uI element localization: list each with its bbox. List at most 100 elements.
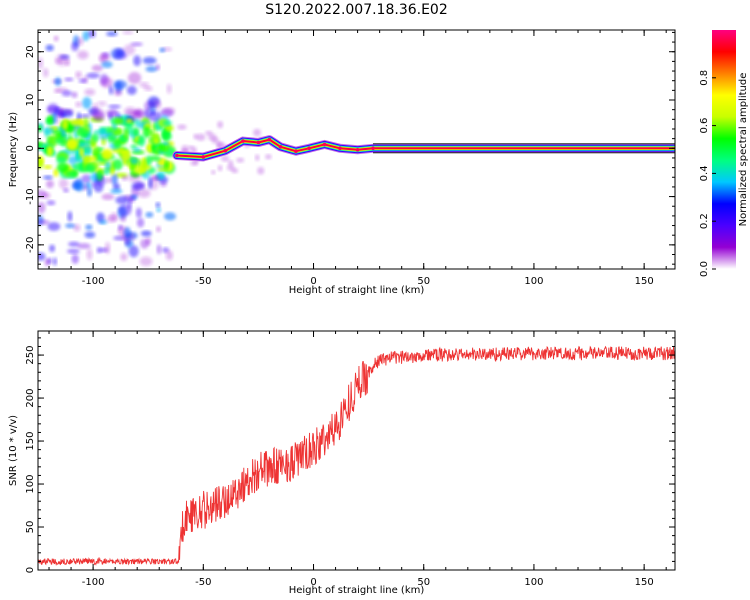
spectrogram-blob	[84, 88, 96, 96]
spectrogram-blob	[139, 256, 153, 267]
spectrogram-faint-blob	[190, 160, 198, 166]
y-tick-label: 250	[25, 346, 36, 365]
spectrogram-blob	[162, 107, 175, 115]
spectrogram-blob	[132, 127, 140, 137]
x-tick-label: -100	[82, 276, 105, 287]
spectrogram-blob	[128, 245, 139, 258]
spectrogram-blob	[38, 158, 44, 169]
spectrogram-faint-blob	[254, 154, 260, 161]
spectrogram-blob	[140, 238, 149, 249]
spectrogram-blob	[85, 163, 96, 173]
ridge-peak-dot	[307, 146, 311, 151]
spectrogram-blob	[92, 180, 97, 188]
ridge-peak-dot	[355, 147, 360, 152]
spectrogram-blob	[91, 141, 96, 147]
spectrogram-blob	[61, 90, 73, 97]
x-tick-label: 100	[524, 577, 543, 588]
spectrogram-blob	[122, 158, 128, 166]
spectrogram-blob	[108, 104, 121, 109]
y-tick-label: 10	[25, 94, 36, 107]
spectrogram-blob	[120, 252, 128, 261]
y-tick-label: 200	[25, 389, 36, 408]
spectrogram-blob	[64, 77, 74, 82]
spectrogram-blob	[66, 123, 75, 134]
y-tick-label: 50	[25, 521, 36, 534]
ridge-peak-dot	[322, 142, 327, 147]
spectrogram-blob	[130, 157, 139, 165]
spectrogram-ridge	[172, 135, 675, 162]
spectrogram-blob	[82, 30, 90, 42]
spectrogram-blob	[44, 258, 50, 267]
spectrogram-blob	[148, 130, 154, 135]
spectrogram-blob	[110, 48, 125, 60]
y-tick-label: 100	[25, 474, 36, 493]
spectrogram-blob	[86, 72, 100, 79]
y-tick-label: 0	[25, 567, 36, 573]
spectrogram-blob	[38, 141, 42, 150]
spectrogram-blob	[47, 145, 53, 157]
spectrogram-blob	[124, 106, 137, 116]
spectrogram-blob	[75, 71, 82, 79]
spectrogram-y-axis-label: Frequency (Hz)	[8, 112, 19, 188]
ridge-peak-dot	[175, 153, 179, 158]
spectrogram-blob	[156, 207, 162, 213]
spectrogram-blob	[106, 177, 112, 184]
spectrogram-blob	[104, 242, 111, 254]
colorbar-ticks: 0.0 0.2 0.4 0.6 0.8	[699, 70, 716, 277]
snr-y-ticks: 0 50 100 150 200 250	[25, 337, 675, 573]
spectrogram-blob	[112, 158, 123, 171]
x-tick-label: 150	[635, 577, 654, 588]
spectrogram-blob	[38, 57, 44, 70]
spectrogram-blob	[38, 124, 43, 133]
x-tick-label: -100	[82, 577, 105, 588]
ridge-peak-dot	[267, 137, 272, 142]
page-title: S120.2022.007.18.36.E02	[265, 2, 448, 18]
spectrogram-blob	[126, 85, 137, 95]
spectrogram-blob	[91, 64, 103, 72]
spectrogram-blob	[55, 54, 70, 66]
spectrogram-blob	[75, 154, 81, 161]
ridge-peak-dot	[278, 145, 283, 149]
spectrogram-faint-blob	[217, 164, 223, 172]
spectrogram-blob	[156, 244, 162, 255]
spectrogram-faint-blob	[257, 166, 265, 175]
spectrogram-faint-blob	[211, 169, 216, 175]
spectrogram-faint-blob	[193, 133, 198, 140]
spectrogram-blob	[155, 202, 161, 208]
colorbar-tick-label: 0.4	[699, 165, 710, 181]
x-tick-label: 0	[310, 577, 316, 588]
spectrogram-blob	[56, 156, 67, 165]
spectrogram-blob	[112, 183, 121, 191]
spectrogram-blob	[118, 204, 132, 217]
spectrogram-blob	[91, 107, 104, 120]
spectrogram-blob	[55, 137, 65, 145]
spectrogram-blob	[76, 142, 89, 150]
x-tick-label: 50	[417, 276, 430, 287]
spectrogram-blob	[107, 109, 119, 119]
ridge-peak-dot	[256, 140, 261, 145]
y-tick-label: 150	[25, 431, 36, 450]
colorbar-tick-label: 0.0	[699, 261, 710, 277]
spectrogram-blob	[68, 155, 79, 165]
spectrogram-blob	[64, 110, 73, 115]
snr-series-line	[38, 345, 675, 567]
x-tick-label: -50	[195, 276, 211, 287]
spectrogram-blob	[113, 89, 123, 97]
spectrogram-blob	[106, 135, 117, 143]
spectrogram-faint-blob	[228, 160, 234, 167]
x-tick-label: 100	[524, 276, 543, 287]
spectrogram-blob	[71, 254, 79, 264]
spectrogram-blob	[153, 175, 160, 181]
snr-x-ticks: -100 -50 0 50 100 150	[48, 331, 667, 588]
spectrogram-blob	[71, 41, 79, 52]
spectrogram-ridge-band	[175, 138, 675, 158]
spectrogram-blob	[102, 169, 111, 175]
spectrogram-blob	[76, 126, 90, 139]
spectrogram-x-axis-label: Height of straight line (km)	[289, 285, 425, 296]
spectrogram-blob	[114, 117, 125, 125]
spectrogram-blob	[133, 55, 141, 67]
spectrogram-y-ticks: -20 -10 0 10 20	[25, 31, 675, 265]
y-tick-label: -10	[25, 188, 36, 204]
